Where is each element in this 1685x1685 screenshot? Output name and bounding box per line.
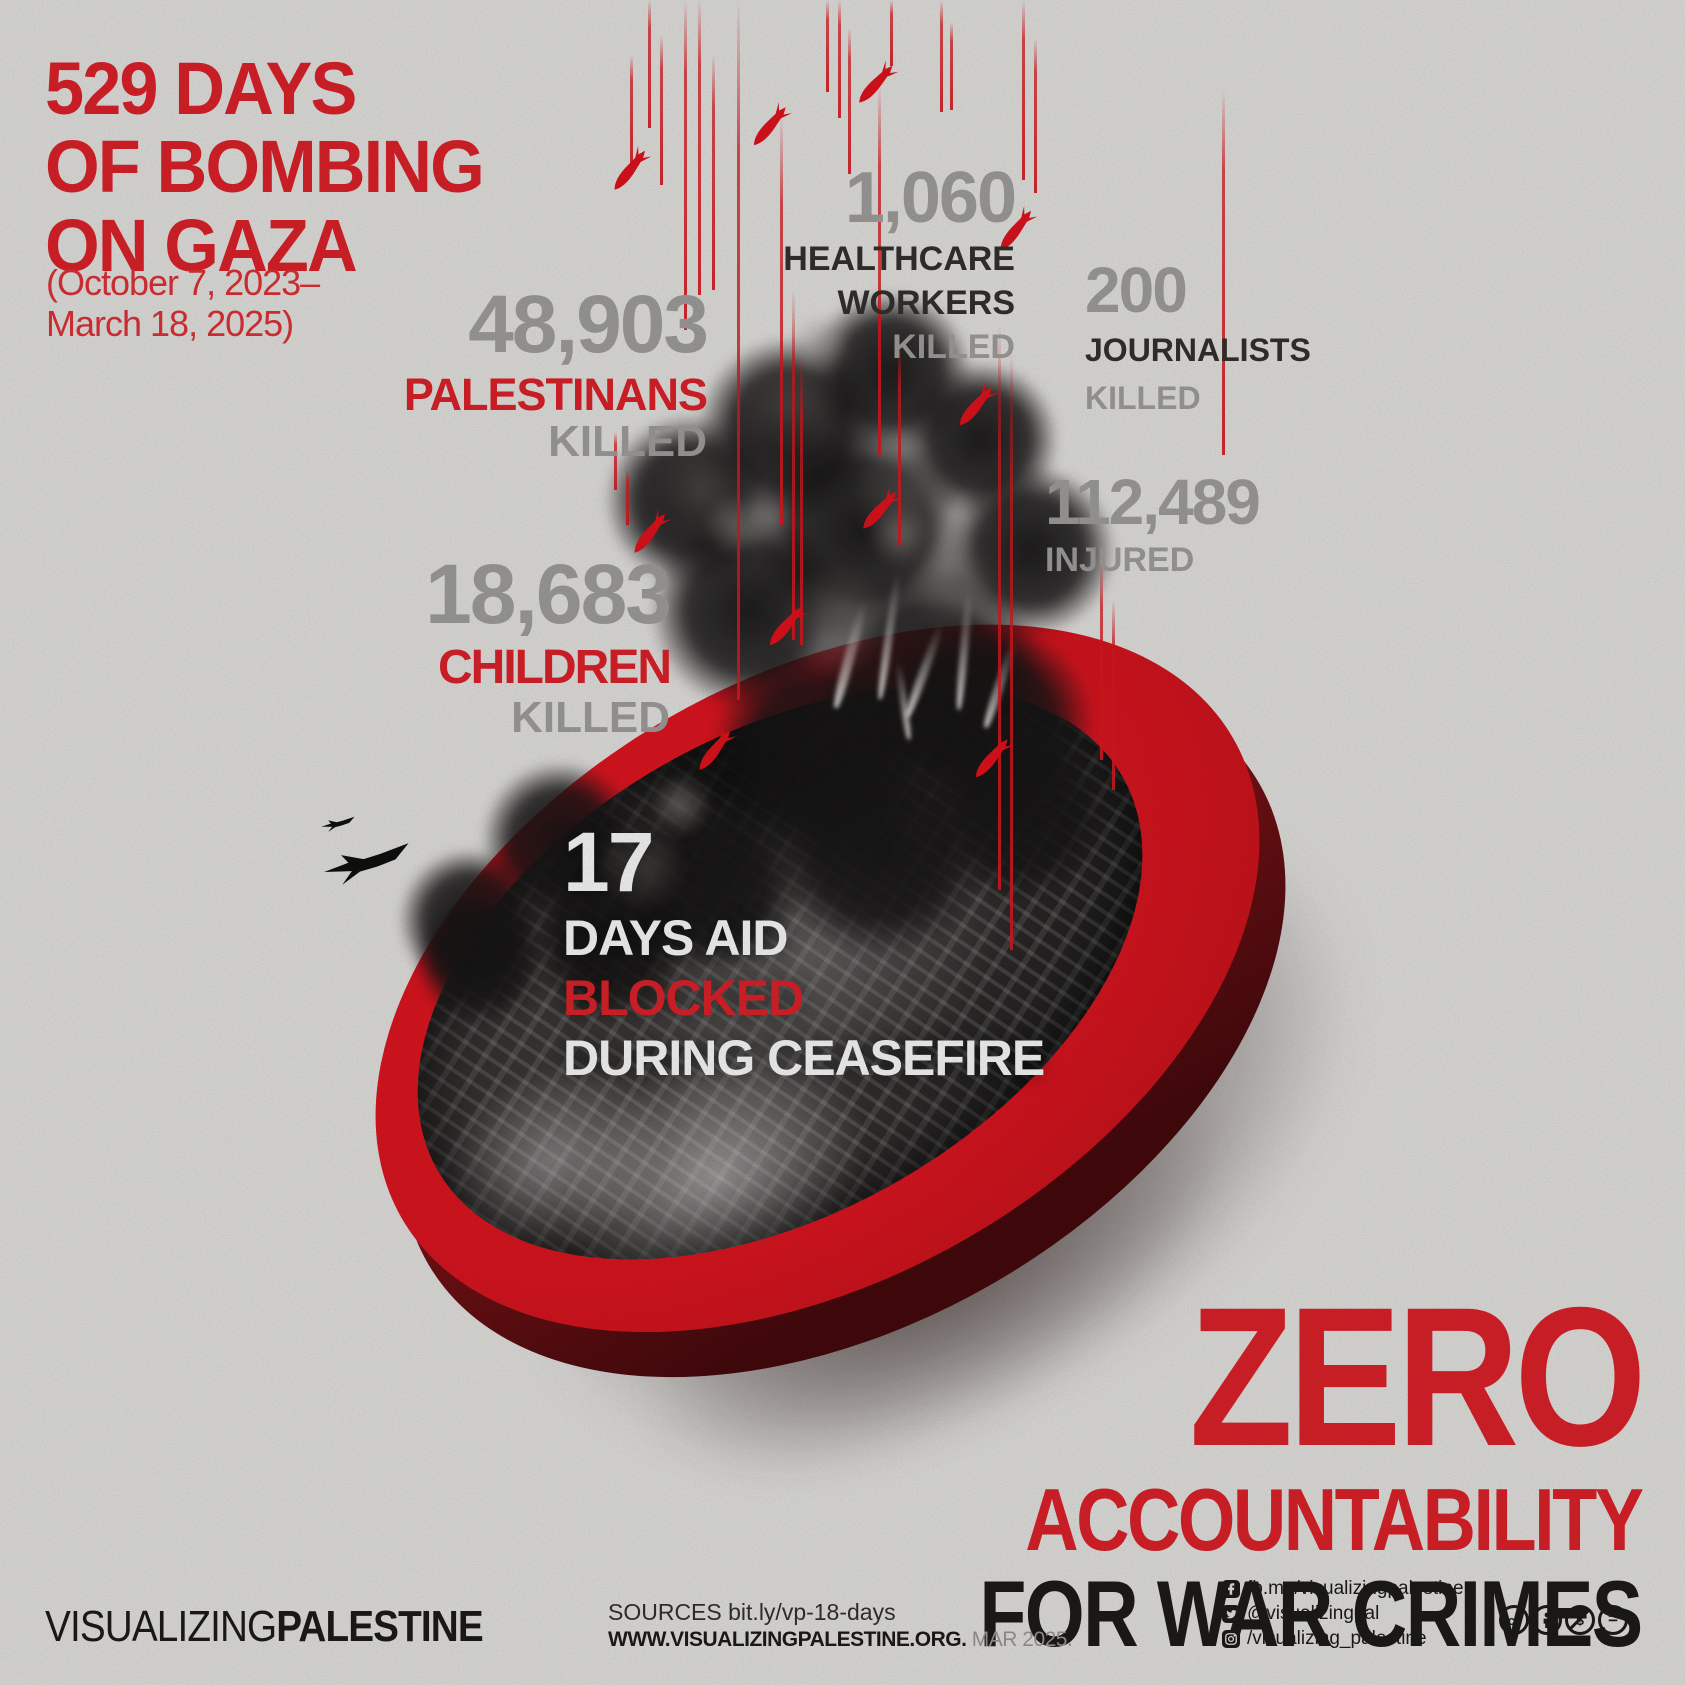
website-url: WWW.VISUALIZINGPALESTINE.ORG. — [608, 1627, 967, 1651]
smoke-blob — [680, 480, 790, 570]
bomb-trail — [898, 340, 901, 545]
cc-by-icon — [1532, 1605, 1562, 1635]
fighter-jet-icon — [318, 812, 356, 834]
date-line: (October 7, 2023– — [46, 262, 320, 303]
bomb-icon — [601, 140, 658, 201]
social-row-instagram: /visualizing_palestine — [1222, 1626, 1464, 1651]
facebook-icon — [1222, 1579, 1240, 1598]
stat-label: BLOCKED — [563, 970, 804, 1026]
bomb-trail — [630, 55, 633, 167]
stat-label: KILLED — [548, 417, 707, 466]
social-links: fb.me/visualizingpalestine @visualizingp… — [1222, 1576, 1464, 1651]
bomb-trail — [1034, 38, 1037, 193]
bomb-trail — [660, 35, 663, 185]
bomb-trail — [737, 0, 740, 700]
stat-value: 1,060 — [844, 158, 1017, 238]
bomb-trail — [626, 470, 629, 525]
stat-value: 48,903 — [468, 279, 709, 370]
stat-aid-blocked: 17 DAYS AID BLOCKED DURING CEASEFIRE — [563, 815, 1045, 1086]
visualizing-palestine-logo: VISUALIZINGPALESTINE — [45, 1602, 484, 1652]
twitter-icon — [1222, 1604, 1240, 1623]
cc-nd-icon: = — [1598, 1605, 1628, 1635]
stat-label: KILLED — [511, 693, 670, 742]
social-row-facebook: fb.me/visualizingpalestine — [1222, 1576, 1464, 1601]
bomb-icon — [847, 54, 906, 114]
stat-label: INJURED — [1045, 541, 1195, 579]
bomb-trail — [1022, 0, 1025, 180]
stat-injured: 112,489 INJURED — [1045, 466, 1261, 579]
creative-commons-license: cc $ = — [1499, 1605, 1628, 1635]
logo-bold: PALESTINE — [276, 1602, 483, 1651]
cc-nc-icon: $ — [1565, 1605, 1595, 1635]
publication-date: MAR 2025. — [966, 1627, 1073, 1651]
stat-children-killed: 18,683 CHILDREN KILLED — [425, 547, 672, 742]
social-handle: /visualizing_palestine — [1247, 1627, 1427, 1649]
stat-label: HEALTHCARE — [783, 240, 1015, 278]
stat-value: 18,683 — [425, 547, 672, 641]
stat-healthcare-workers-killed: 1,060 HEALTHCARE WORKERS KILLED — [783, 158, 1017, 367]
bomb-trail — [712, 55, 715, 290]
stat-label: PALESTINANS — [403, 369, 708, 420]
conclusion-line: ACCOUNTABILITY — [1025, 1470, 1645, 1570]
poster-title: 529 DAYS OF BOMBING ON GAZA — [45, 47, 485, 285]
logo-light: VISUALIZING — [45, 1602, 277, 1651]
social-row-twitter: @visualizingpal — [1222, 1601, 1464, 1626]
sources-line: SOURCES bit.ly/vp-18-days — [608, 1599, 896, 1625]
website-line: WWW.VISUALIZINGPALESTINE.ORG. MAR 2025. — [608, 1627, 1073, 1653]
bomb-trail — [826, 0, 829, 92]
stat-label: DURING CEASEFIRE — [563, 1030, 1045, 1086]
stat-value: 112,489 — [1045, 466, 1261, 538]
stat-label: KILLED — [1085, 379, 1201, 416]
stat-label: DAYS AID — [563, 910, 788, 966]
sources-block: SOURCES bit.ly/vp-18-days WWW.VISUALIZIN… — [608, 1598, 1073, 1653]
instagram-icon — [1222, 1629, 1240, 1648]
title-line: 529 DAYS — [45, 47, 357, 130]
bomb-trail — [648, 0, 651, 128]
stat-value: 17 — [563, 815, 654, 909]
bomb-trail — [890, 0, 893, 66]
bomb-trail — [950, 22, 953, 110]
title-line: OF BOMBING — [45, 125, 485, 209]
stat-label: CHILDREN — [438, 641, 672, 694]
stat-journalists-killed: 200 JOURNALISTS KILLED — [1085, 258, 1311, 418]
bomb-icon — [741, 96, 799, 156]
stat-value: 200 — [1085, 254, 1188, 326]
stat-label: JOURNALISTS — [1085, 332, 1311, 368]
conclusion-line: ZERO — [1189, 1266, 1648, 1487]
bomb-trail — [848, 28, 851, 174]
stat-label: WORKERS — [837, 284, 1015, 323]
fighter-jet-icon — [315, 835, 413, 887]
date-line: March 18, 2025) — [46, 303, 294, 345]
social-handle: fb.me/visualizingpalestine — [1247, 1577, 1464, 1599]
bomb-icon — [851, 480, 910, 540]
social-handle: @visualizingpal — [1247, 1602, 1380, 1624]
date-range: (October 7, 2023– March 18, 2025) — [46, 262, 320, 345]
bomb-trail — [698, 0, 701, 295]
bomb-trail — [940, 0, 943, 112]
bomb-icon — [947, 376, 1005, 436]
bomb-trail — [800, 355, 803, 645]
stat-palestinians-killed: 48,903 PALESTINANS KILLED — [403, 279, 709, 466]
bomb-trail — [838, 0, 841, 118]
stat-label: KILLED — [892, 328, 1015, 367]
cc-icon: cc — [1499, 1605, 1529, 1635]
